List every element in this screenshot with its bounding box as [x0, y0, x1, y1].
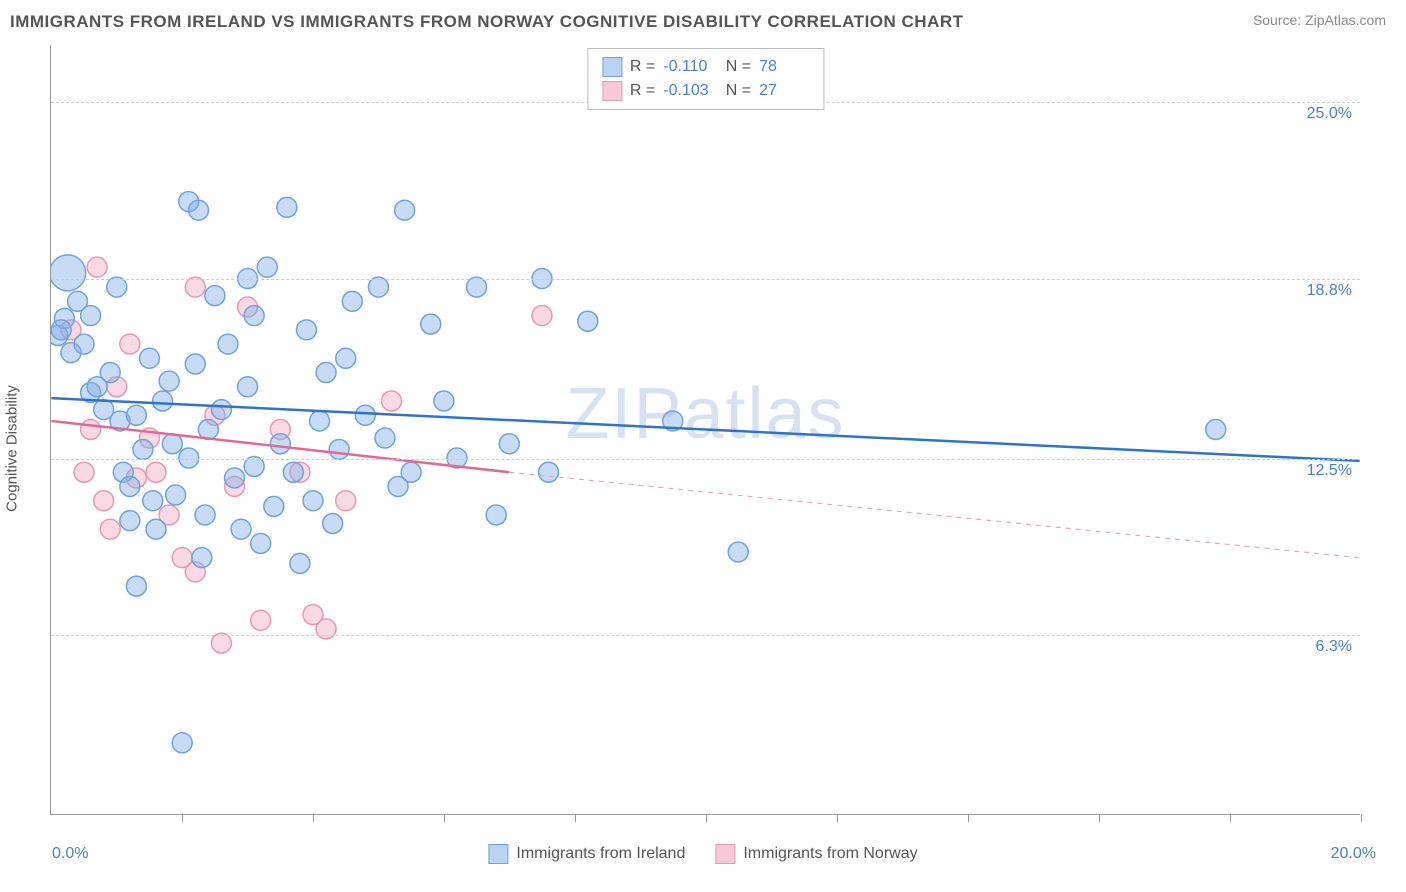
legend-label-norway: Immigrants from Norway: [743, 845, 917, 863]
r-value-ireland: -0.110: [663, 58, 713, 76]
stats-row-ireland: R = -0.110 N = 78: [602, 55, 809, 79]
n-value-ireland: 78: [759, 58, 809, 76]
stats-row-norway: R = -0.103 N = 27: [602, 79, 809, 103]
xaxis-min-label: 0.0%: [52, 845, 88, 863]
legend-item-norway: Immigrants from Norway: [715, 844, 917, 864]
yaxis-tick-label: 18.8%: [1307, 282, 1352, 300]
legend-swatch-norway: [715, 844, 735, 864]
stats-legend-box: R = -0.110 N = 78 R = -0.103 N = 27: [587, 48, 824, 110]
yaxis-tick-label: 6.3%: [1316, 638, 1352, 656]
legend-swatch-ireland: [488, 844, 508, 864]
n-label: N =: [721, 58, 751, 76]
chart-title: IMMIGRANTS FROM IRELAND VS IMMIGRANTS FR…: [10, 12, 964, 32]
plot-area: ZIPatlas R = -0.110 N = 78 R = -0.103 N …: [50, 45, 1360, 815]
n-value-norway: 27: [759, 82, 809, 100]
yaxis-tick-label: 25.0%: [1307, 105, 1352, 123]
n-label: N =: [721, 82, 751, 100]
r-label: R =: [630, 58, 655, 76]
watermark: ZIPatlas: [565, 373, 845, 455]
source-label: Source: ZipAtlas.com: [1253, 12, 1386, 28]
legend-item-ireland: Immigrants from Ireland: [488, 844, 685, 864]
r-label: R =: [630, 82, 655, 100]
r-value-norway: -0.103: [663, 82, 713, 100]
swatch-ireland: [602, 57, 622, 77]
legend-label-ireland: Immigrants from Ireland: [516, 845, 685, 863]
chart-area: Cognitive Disability ZIPatlas R = -0.110…: [0, 40, 1406, 860]
yaxis-tick-label: 12.5%: [1307, 462, 1352, 480]
yaxis-label: Cognitive Disability: [4, 385, 21, 512]
xaxis-max-label: 20.0%: [1331, 845, 1376, 863]
swatch-norway: [602, 81, 622, 101]
scatter-svg: [51, 45, 1360, 814]
